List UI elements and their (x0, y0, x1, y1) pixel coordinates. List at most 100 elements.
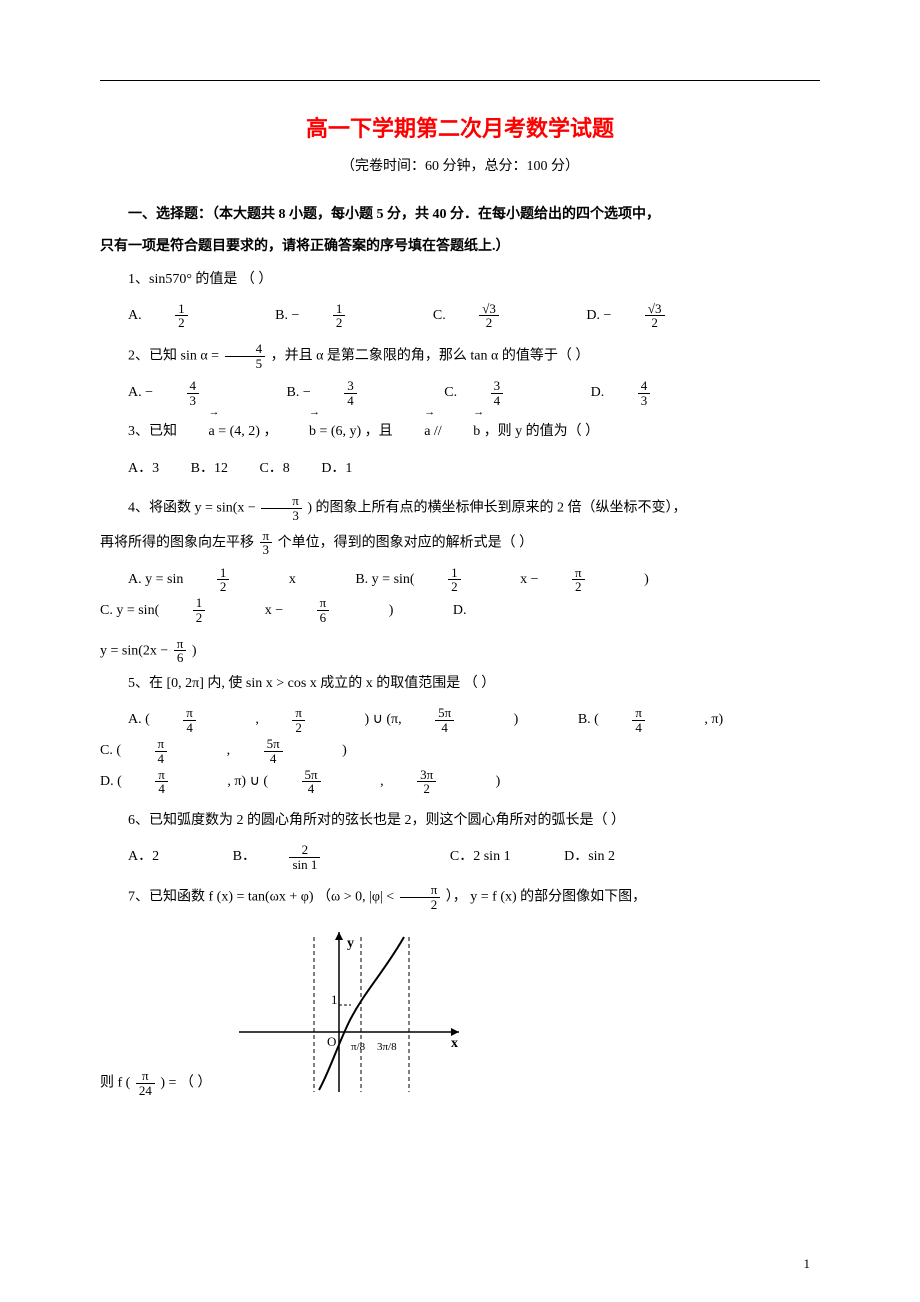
exam-title: 高一下学期第二次月考数学试题 (100, 111, 820, 143)
opt-post: x (289, 565, 296, 596)
vector-b-icon: b (445, 419, 480, 446)
opt-label: B. − (275, 301, 299, 332)
vector-a-icon: a (396, 419, 430, 446)
question-1-options: A. 12 B. − 12 C. √32 D. − √32 (100, 301, 820, 332)
x-tick-1: π/8 (351, 1041, 366, 1053)
fraction-icon: π4 (155, 768, 196, 796)
exam-subtitle: （完卷时间：60 分钟，总分：100 分） (100, 155, 820, 175)
q4-text-c: 再将所得的图象向左平移 (100, 535, 258, 550)
section-heading-line2: 只有一项是符合题目要求的，请将正确答案的序号填在答题纸上.） (100, 235, 820, 259)
fraction-icon: 3π2 (417, 768, 464, 796)
x-axis-label: x (451, 1036, 458, 1051)
fraction-icon: 45 (225, 342, 266, 370)
question-6: 6、已知弧度数为 2 的圆心角所对的弦长也是 2，则这个圆心角所对的弧长是（ ） (100, 808, 820, 835)
opt-label: D. ( (100, 767, 122, 798)
opt-label: D. (591, 378, 605, 409)
section-heading-line1: 一、选择题：（本大题共 8 小题，每小题 5 分，共 40 分．在每小题给出的四… (100, 203, 820, 227)
q5-opt-a: A. ( π4 , π2 ) ∪ (π, 5π4 ) (128, 705, 546, 736)
q4-text-a: 4、将函数 y = sin(x − (128, 501, 259, 516)
x-tick-2: 3π/8 (377, 1041, 397, 1053)
fraction-icon: 34 (491, 379, 532, 407)
q7-text-b: ）， y = f (x) 的部分图像如下图， (446, 890, 646, 905)
fraction-icon: π24 (136, 1069, 155, 1097)
opt-label: C. (444, 378, 457, 409)
q4-text-d: 个单位，得到的图象对应的解析式是（ ） (278, 535, 534, 550)
q4-opt-a: A. y = sin 12 x (128, 565, 324, 596)
q6-opt-c: C．2 sin 1 (450, 842, 511, 873)
fraction-icon: π2 (572, 566, 613, 594)
opt-post: ) (514, 705, 519, 736)
q5-opt-d: D. ( π4 , π) ∪ ( 5π4 , 3π2 ) (100, 767, 528, 798)
fraction-icon: π6 (317, 596, 358, 624)
fraction-icon: π3 (261, 494, 302, 522)
q1-opt-c: C. √32 (433, 301, 555, 332)
q4-d2-pre: y = sin(2x − (100, 643, 172, 658)
opt-post: ) (389, 596, 394, 627)
vector-a-icon: a (181, 419, 215, 446)
fraction-icon: π4 (183, 706, 224, 734)
y-intercept-label: 1 (331, 992, 338, 1007)
fraction-icon: 2sin 1 (289, 843, 348, 871)
question-7-graph-row: 则 f ( π24 ) = （ ） y x (100, 922, 820, 1102)
q4-d2-post: ) (192, 643, 197, 658)
sep: , (255, 705, 259, 736)
q7-left-a: 则 f ( (100, 1076, 130, 1091)
q1-opt-d: D. − √32 (586, 301, 720, 332)
q3-opt-d: D．1 (321, 454, 352, 485)
opt-label: C. y = sin( (100, 596, 159, 627)
q4-text-b: ) 的图象上所有点的横坐标伸长到原来的 2 倍（纵坐标不变）， (307, 501, 686, 516)
q4-opt-d: D. (453, 596, 467, 627)
q7-text-a: 7、已知函数 f (x) = tan(ωx + φ) （ω > 0, |φ| < (128, 890, 398, 905)
opt-label: B. ( (578, 705, 599, 736)
q3-eq-b: = (6, y) ，且 (319, 424, 396, 439)
opt-label: A. y = sin (128, 565, 183, 596)
fraction-icon: 12 (448, 566, 489, 594)
question-2: 2、已知 sin α = 45 ，并且 α 是第二象限的角，那么 tan α 的… (100, 342, 820, 370)
fraction-icon: 12 (217, 566, 258, 594)
opt-post: ) (644, 565, 649, 596)
fraction-icon: 5π4 (264, 737, 311, 765)
fraction-icon: π4 (632, 706, 673, 734)
q3-parallel: // (434, 424, 445, 439)
fraction-icon: π4 (155, 737, 196, 765)
opt-label: D. − (586, 301, 611, 332)
q2-opt-c: C. 34 (444, 378, 559, 409)
origin-label: O (327, 1034, 336, 1049)
question-6-options: A．2 B． 2sin 1 C．2 sin 1 D．sin 2 (100, 842, 820, 873)
q5-opt-c: C. ( π4 , 5π4 ) (100, 736, 375, 767)
sep: ) ∪ (π, (364, 705, 401, 736)
q1-opt-b: B. − 12 (275, 301, 401, 332)
opt-label: B． (233, 842, 256, 873)
vector-b-icon: b (281, 419, 316, 446)
fraction-icon: 5π4 (435, 706, 482, 734)
fraction-icon: 34 (344, 379, 385, 407)
opt-label: A. − (128, 378, 153, 409)
exam-page: 高一下学期第二次月考数学试题 （完卷时间：60 分钟，总分：100 分） 一、选… (0, 0, 920, 1302)
fraction-icon: 12 (193, 596, 234, 624)
opt-post: ) (342, 736, 347, 767)
y-axis-label: y (347, 936, 354, 951)
q3-eq-a: = (4, 2) ， (218, 424, 277, 439)
q6-opt-b: B． 2sin 1 (233, 842, 377, 873)
q2-opt-d: D. 43 (591, 378, 707, 409)
q6-opt-d: D．sin 2 (564, 842, 615, 873)
opt-mid: x − (265, 596, 283, 627)
opt-post: , π) (704, 705, 723, 736)
sep: , (227, 736, 231, 767)
q3-tail: ，则 y 的值为（ ） (484, 424, 600, 439)
opt-label: C. ( (100, 736, 121, 767)
opt-label: B. − (287, 378, 311, 409)
opt-label: B. y = sin( (355, 565, 414, 596)
fraction-icon: 5π4 (302, 768, 349, 796)
q4-opt-c: C. y = sin( 12 x − π6 ) (100, 596, 421, 627)
opt-label: C. (433, 301, 446, 332)
q2-opt-a: A. − 43 (128, 378, 255, 409)
q3-opt-c: C．8 (259, 454, 289, 485)
q7-left-b: ) = （ ） (160, 1076, 211, 1091)
q4-opt-b: B. y = sin( 12 x − π2 ) (355, 565, 676, 596)
tangent-graph-icon: y x O 1 π/8 3π/8 (219, 922, 479, 1102)
y-arrow-icon (335, 932, 343, 940)
question-4-opt-d-line: y = sin(2x − π6 ) (100, 637, 820, 665)
q2-text-b: ，并且 α 是第二象限的角，那么 tan α 的值等于（ ） (271, 348, 590, 363)
question-3: 3、已知 a = (4, 2) ， b = (6, y) ，且 a // b ，… (100, 419, 820, 446)
